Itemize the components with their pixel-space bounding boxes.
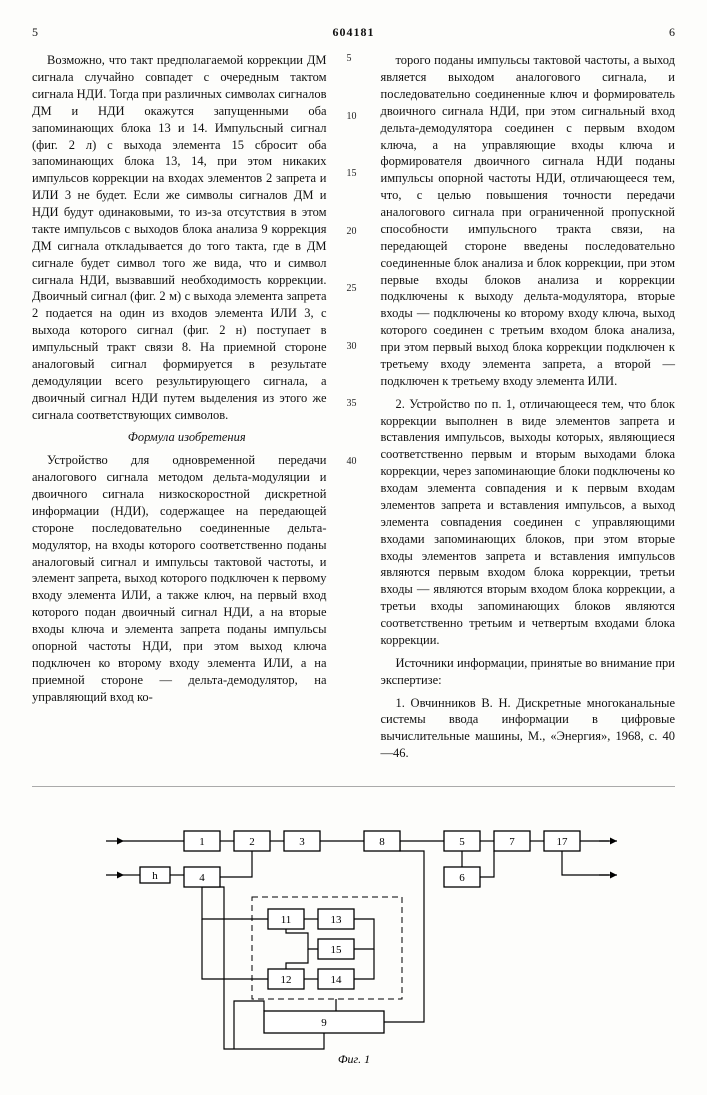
svg-text:15: 15: [330, 944, 342, 956]
line-number-gutter: 5 10 15 20 25 30 35 40: [347, 52, 361, 768]
svg-text:6: 6: [459, 872, 465, 884]
line-marker: 25: [347, 282, 361, 296]
line-marker: 5: [347, 52, 361, 66]
svg-text:3: 3: [299, 836, 305, 848]
line-marker: 40: [347, 455, 361, 469]
line-marker: 15: [347, 167, 361, 181]
svg-text:1: 1: [199, 836, 205, 848]
svg-text:12: 12: [280, 974, 291, 986]
body-paragraph: 1. Овчинников В. Н. Дискретные многокана…: [381, 695, 676, 763]
svg-text:4: 4: [199, 872, 205, 884]
body-paragraph: Источники информации, принятые во вниман…: [381, 655, 676, 689]
svg-text:7: 7: [509, 836, 515, 848]
svg-text:13: 13: [330, 914, 342, 926]
text-columns: Возможно, что такт предполагаемой коррек…: [32, 52, 675, 768]
body-paragraph: Устройство для одновременной передачи ан…: [32, 452, 327, 705]
svg-text:Фиг. 1: Фиг. 1: [337, 1052, 369, 1066]
line-marker: 30: [347, 340, 361, 354]
body-paragraph: 2. Устройство по п. 1, отличающееся тем,…: [381, 396, 676, 649]
line-marker: 35: [347, 397, 361, 411]
svg-text:9: 9: [321, 1017, 327, 1029]
svg-text:5: 5: [459, 836, 465, 848]
page-header: 5 604181 6: [32, 24, 675, 40]
right-column: торого поданы импульсы тактовой частоты,…: [381, 52, 676, 768]
figure-1: 12385717h4611131215149Фиг. 1: [32, 786, 675, 1071]
svg-text:h: h: [152, 870, 158, 882]
svg-text:11: 11: [280, 914, 291, 926]
formula-heading: Формула изобретения: [32, 429, 327, 446]
body-paragraph: торого поданы импульсы тактовой частоты,…: [381, 52, 676, 390]
center-gutter: 5 10 15 20 25 30 35 40: [347, 52, 361, 768]
svg-text:8: 8: [379, 836, 385, 848]
block-diagram: 12385717h4611131215149Фиг. 1: [64, 801, 644, 1071]
svg-text:17: 17: [556, 836, 568, 848]
svg-text:14: 14: [330, 974, 342, 986]
svg-text:2: 2: [249, 836, 255, 848]
line-marker: 20: [347, 225, 361, 239]
line-marker: 10: [347, 110, 361, 124]
document-number: 604181: [38, 24, 669, 40]
page-num-right: 6: [669, 24, 675, 40]
left-column: Возможно, что такт предполагаемой коррек…: [32, 52, 327, 768]
body-paragraph: Возможно, что такт предполагаемой коррек…: [32, 52, 327, 423]
